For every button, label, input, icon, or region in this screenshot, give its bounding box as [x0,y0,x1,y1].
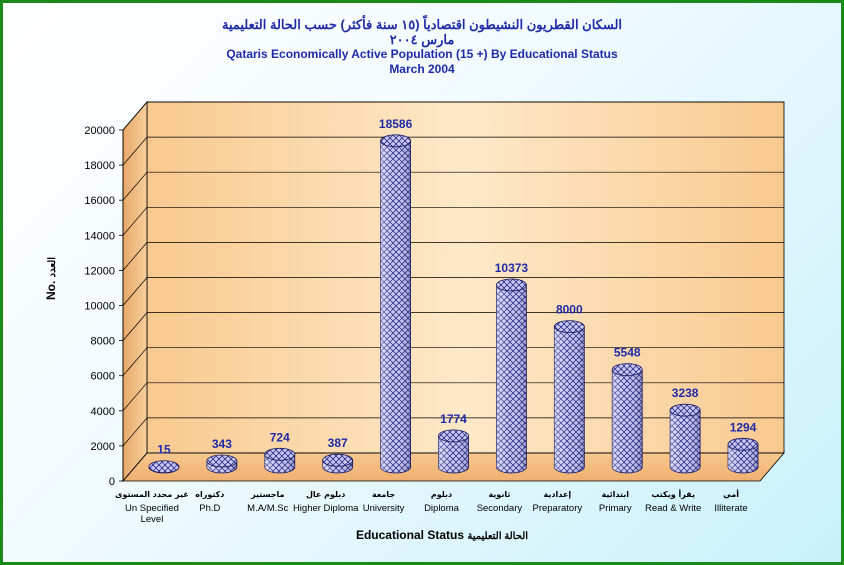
y-tick-label: 2000 [91,441,115,453]
value-label: 5548 [614,346,641,360]
bar [669,403,701,474]
value-label: 3238 [672,386,699,400]
grid-line [122,101,784,131]
y-tick-label: 16000 [84,195,115,207]
chart-subtitle: March 2004 [389,62,455,76]
x-tick-label-ar: غير محدد المستوى [115,490,189,499]
chart-title-arabic: السكان القطريون النشيطون اقتصادياً (١٥ س… [221,17,623,32]
x-tick-label-ar: إعدادية [544,490,572,499]
chart-titles: السكان القطريون النشيطون اقتصادياً (١٥ س… [0,17,844,77]
grid-line [122,277,784,306]
y-tick-label: 6000 [91,371,115,383]
bar [380,134,411,474]
value-label: 1294 [730,420,757,434]
bar [206,454,238,474]
y-tick-label: 12000 [84,265,115,277]
y-tick-label: 18000 [84,160,115,172]
x-tick-label-ar: ثانوية [488,490,510,499]
y-axis-ticks: 0 2000 4000 6000 8000 10000 12000 14000 16000 180… [84,125,124,488]
x-tick-label-ar: دكتوراه [195,490,224,499]
x-tick-label: Preparatory [532,503,582,514]
x-tick-label-ar: يقرأ ويكتب [651,489,695,499]
value-label: 724 [270,430,290,444]
x-tick-label-ar: دبلوم [431,490,452,499]
x-axis-title-ar: الحالة التعليمية [467,531,529,542]
y-tick-label: 0 [109,476,115,488]
x-tick-label-ar: أمي [723,489,739,499]
x-axis-title: Educational Status الحالة التعليمية [0,528,844,542]
value-label: 18586 [379,117,413,131]
y-axis-title-en: No. [44,280,58,300]
bar [322,453,354,474]
y-tick-label: 10000 [84,301,115,313]
y-axis-title: No. العدد [44,257,58,300]
value-labels: 15 343 724 387 18586 1774 10373 8000 5548 3238 129… [157,117,756,457]
x-tick-label: Primary [599,503,632,514]
value-label: 8000 [556,303,583,317]
grid-line [122,242,784,271]
x-tick-label: Illiterate [714,503,747,514]
x-tick-label: Ph.D [199,503,220,514]
grid-line [122,312,784,341]
grid-line [122,206,784,236]
x-axis-title-en: Educational Status [355,528,464,542]
value-label: 15 [157,443,171,457]
x-tick-label: Diploma [424,503,460,514]
y-tick-label: 14000 [84,230,115,242]
y-tick-label: 8000 [91,336,115,348]
bar [553,320,585,474]
value-label: 343 [212,437,232,451]
x-tick-label-ar: جامعة [372,490,395,499]
bar [438,429,469,474]
x-tick-label: Level [141,514,164,525]
bar [611,363,643,474]
bar [496,278,527,474]
x-tick-label: M.A/M.Sc [247,503,288,514]
x-tick-label: Un Specified [125,503,179,514]
y-tick-label: 20000 [84,125,115,137]
bar [264,447,296,474]
x-tick-label: University [363,503,405,514]
chart-date-arabic: مارس ٢٠٠٤ [389,32,455,47]
bar [148,460,180,474]
x-tick-label: Secondary [477,503,523,514]
grid-line [122,171,784,201]
value-label: 387 [328,436,348,450]
x-tick-label-ar: ابتدائية [601,490,629,499]
x-tick-label-ar: دبلوم عال [306,490,345,499]
bar [727,437,759,474]
x-tick-label: Higher Diploma [293,503,359,514]
value-label: 10373 [495,261,529,275]
chart-title: Qataris Economically Active Population (… [226,47,618,61]
grid-line [122,136,784,166]
y-tick-label: 4000 [91,406,115,418]
x-tick-label-ar: ماجستير [250,490,284,499]
bars [148,134,759,474]
value-label: 1774 [440,412,467,426]
y-axis-title-ar: العدد [47,256,58,278]
x-tick-label: Read & Write [645,503,701,514]
